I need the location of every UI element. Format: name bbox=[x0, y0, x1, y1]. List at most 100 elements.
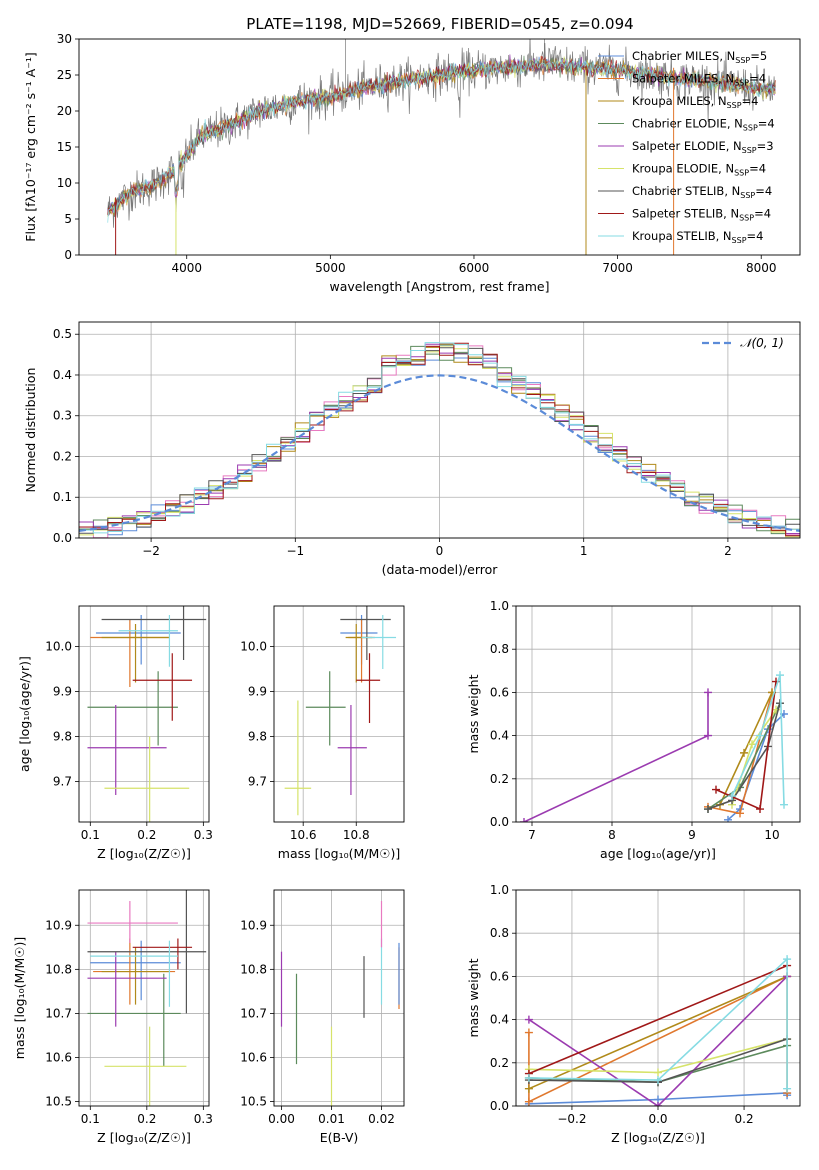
y-tick-label: 0.8 bbox=[490, 642, 509, 656]
y-tick-label: 10.6 bbox=[240, 1051, 267, 1065]
mass-weight-marker bbox=[704, 731, 712, 740]
x-axis-label: Z [log₁₀(Z/Z☉)] bbox=[97, 846, 191, 861]
y-tick-label: 10.7 bbox=[240, 1006, 267, 1020]
y-tick-label: 10 bbox=[57, 176, 72, 190]
y-tick-label: 0.6 bbox=[490, 685, 509, 699]
residuals-axes: −2 −1 0 1 2 0.0 0.1 0.2 0.3 0.4 0.5 (data-model)/er… bbox=[23, 321, 801, 577]
age-vs-mass-axes: 10.6 10.8 9.7 9.8 9.9 10.0 mass [log₁₀(M/M☉)] bbox=[240, 605, 405, 861]
x-axis-label: Z [log₁₀(Z/Z☉)] bbox=[611, 1130, 705, 1145]
mass-weight-marker bbox=[756, 731, 764, 740]
mw-vs-z-axes: −0.2 0.0 0.2 0.0 0.2 0.4 0.6 0.8 1.0 Z [log₁₀(Z/Z… bbox=[466, 883, 801, 1145]
x-tick-label: 10.8 bbox=[343, 828, 370, 842]
axes-frame bbox=[78, 889, 210, 1107]
mass-vs-ebv-axes: 0.00 0.01 0.02 10.5 10.6 10.7 10.8 10.9 E(B-V) bbox=[240, 889, 405, 1145]
legend-label: Chabrier MILES, NSSP=5 bbox=[632, 49, 767, 65]
y-tick-label: 0.0 bbox=[490, 1099, 509, 1113]
x-tick-label: 5000 bbox=[315, 261, 346, 275]
spectrum-axes: 4000 5000 6000 7000 8000 0 5 10 15 20 25 30 waveleng… bbox=[23, 32, 801, 294]
y-tick-label: 10.5 bbox=[45, 1095, 72, 1109]
mass-weight-marker bbox=[728, 792, 736, 801]
x-axis-label: Z [log₁₀(Z/Z☉)] bbox=[97, 1130, 191, 1145]
mass-weight-marker bbox=[724, 815, 732, 822]
y-axis-label: Flux [fλ10⁻¹⁷ erg cm⁻² s⁻¹ A⁻¹] bbox=[23, 52, 38, 241]
y-tick-label: 0.5 bbox=[53, 327, 72, 341]
mass-weight-marker bbox=[524, 1015, 533, 1024]
y-tick-label: 0.3 bbox=[53, 409, 72, 423]
y-tick-label: 10.5 bbox=[240, 1095, 267, 1109]
normal-reference-curve bbox=[79, 374, 800, 532]
x-tick-label: 7000 bbox=[602, 261, 633, 275]
spectrum-model-line bbox=[107, 55, 776, 212]
histogram-series bbox=[79, 342, 800, 537]
mass-weight-marker bbox=[524, 1073, 533, 1082]
x-axis-label: wavelength [Angstrom, rest frame] bbox=[329, 279, 549, 294]
mass-weight-series bbox=[528, 957, 788, 1089]
y-axis-label: Normed distribution bbox=[23, 368, 38, 493]
y-tick-label: 0.4 bbox=[490, 729, 509, 743]
legend-label: Chabrier ELODIE, NSSP=4 bbox=[632, 117, 775, 133]
spectrum-plot-area bbox=[107, 39, 776, 255]
y-tick-label: 1.0 bbox=[490, 599, 509, 613]
y-tick-label: 0.6 bbox=[490, 969, 509, 983]
legend-label: 𝒩(0, 1) bbox=[740, 336, 784, 350]
mass-weight-marker bbox=[783, 1084, 792, 1093]
mass-weight-marker bbox=[654, 1076, 662, 1085]
residuals-legend: 𝒩(0, 1) bbox=[702, 336, 784, 350]
mass-weight-marker bbox=[712, 785, 720, 794]
mass-weight-marker bbox=[524, 1097, 533, 1106]
spectrum-legend: Chabrier MILES, NSSP=5 Salpeter MILES, NS… bbox=[598, 49, 775, 245]
mass-weight-series bbox=[523, 692, 709, 822]
mass-weight-marker bbox=[736, 809, 744, 818]
axes-frame bbox=[78, 605, 210, 823]
residuals-plot-area bbox=[79, 342, 800, 538]
x-tick-label: 2 bbox=[724, 544, 732, 558]
mass-weight-series bbox=[707, 702, 781, 810]
axes-frame bbox=[273, 889, 405, 1107]
mass-weight-marker bbox=[704, 688, 712, 697]
x-tick-label: −1 bbox=[286, 544, 304, 558]
age-vs-mass-plot-area bbox=[284, 606, 397, 816]
legend-label: Kroupa ELODIE, NSSP=4 bbox=[632, 162, 766, 178]
x-tick-label: 0.3 bbox=[194, 1112, 213, 1126]
mass-vs-z-axes: 0.1 0.2 0.3 10.5 10.6 10.7 10.8 10.9 Z [log₁₀(Z/… bbox=[12, 889, 213, 1145]
y-tick-label: 10.9 bbox=[45, 918, 72, 932]
x-tick-label: 10.6 bbox=[290, 828, 317, 842]
mass-weight-series bbox=[731, 674, 785, 805]
y-tick-label: 0.0 bbox=[53, 531, 72, 545]
y-tick-label: 9.8 bbox=[53, 730, 72, 744]
mass-vs-ebv-plot-area bbox=[280, 901, 400, 1106]
legend-label: Salpeter STELIB, NSSP=4 bbox=[632, 207, 771, 223]
y-tick-label: 0.0 bbox=[490, 815, 509, 829]
y-tick-label: 9.8 bbox=[248, 730, 267, 744]
mass-weight-marker bbox=[783, 955, 792, 964]
legend-label: Salpeter MILES, NSSP=4 bbox=[632, 72, 766, 88]
x-axis-label: (data-model)/error bbox=[382, 562, 499, 577]
mass-weight-marker bbox=[654, 1068, 662, 1077]
mass-vs-z-plot-area bbox=[87, 890, 207, 1106]
y-tick-label: 0.4 bbox=[53, 368, 72, 382]
x-tick-label: 0.00 bbox=[268, 1112, 295, 1126]
y-tick-label: 0.2 bbox=[490, 1056, 509, 1070]
y-tick-label: 10.6 bbox=[45, 1051, 72, 1065]
y-axis-label: mass weight bbox=[466, 958, 481, 1037]
y-tick-label: 10.7 bbox=[45, 1006, 72, 1020]
y-tick-label: 0.2 bbox=[490, 772, 509, 786]
mw-vs-age-axes: 7 8 9 10 0.0 0.2 0.4 0.6 0.8 1.0 age [log₁₀(age/yr… bbox=[466, 599, 801, 861]
y-tick-label: 20 bbox=[57, 104, 72, 118]
legend-label: Kroupa STELIB, NSSP=4 bbox=[632, 229, 763, 245]
mass-weight-marker bbox=[654, 1102, 662, 1106]
mass-weight-series bbox=[528, 975, 788, 1106]
mass-weight-series bbox=[528, 964, 788, 1075]
y-axis-label: mass weight bbox=[466, 674, 481, 753]
x-tick-label: 0.2 bbox=[137, 1112, 156, 1126]
y-tick-label: 9.9 bbox=[248, 685, 267, 699]
y-axis-label: mass [log₁₀(M/M☉)] bbox=[12, 937, 27, 1059]
x-tick-label: 6000 bbox=[459, 261, 490, 275]
x-axis-label: E(B-V) bbox=[320, 1130, 359, 1145]
x-tick-label: 1 bbox=[580, 544, 588, 558]
mass-weight-marker bbox=[524, 1028, 533, 1037]
y-tick-label: 9.7 bbox=[248, 775, 267, 789]
x-tick-label: 8000 bbox=[746, 261, 777, 275]
x-tick-label: 9 bbox=[688, 828, 696, 842]
